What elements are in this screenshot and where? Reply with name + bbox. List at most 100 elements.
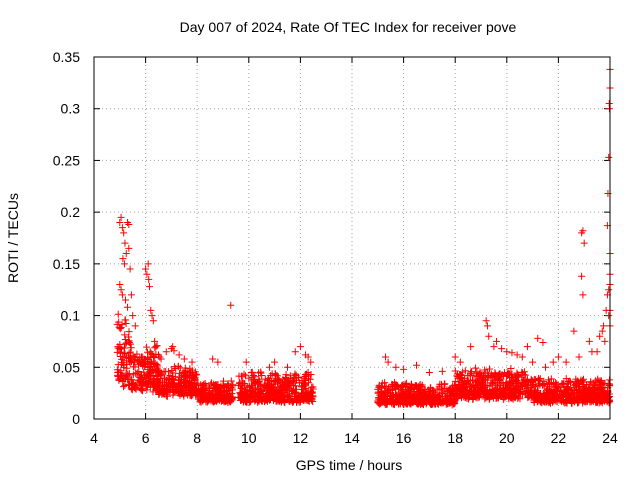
data-point xyxy=(601,337,609,345)
data-point xyxy=(411,381,419,389)
data-point xyxy=(265,394,273,402)
data-point xyxy=(213,386,221,394)
data-point xyxy=(119,255,127,263)
data-point xyxy=(572,380,580,388)
data-point xyxy=(585,337,593,345)
data-point xyxy=(535,376,543,384)
data-point xyxy=(157,355,165,363)
data-point xyxy=(166,386,174,394)
data-point xyxy=(605,390,613,398)
data-point xyxy=(140,368,148,376)
data-point xyxy=(597,388,605,396)
data-point xyxy=(146,372,154,380)
data-point xyxy=(150,352,158,360)
data-point xyxy=(126,265,134,273)
data-point xyxy=(409,392,417,400)
data-point xyxy=(145,275,153,283)
data-point xyxy=(481,368,489,376)
data-point xyxy=(571,387,579,395)
data-point xyxy=(483,381,491,389)
data-point xyxy=(143,270,151,278)
data-point xyxy=(263,376,271,384)
data-point xyxy=(126,340,134,348)
data-point xyxy=(164,376,172,384)
data-point xyxy=(550,388,558,396)
data-point xyxy=(458,392,466,400)
data-point xyxy=(472,383,480,391)
data-point xyxy=(492,337,500,345)
data-point xyxy=(579,227,587,235)
data-point xyxy=(485,332,493,340)
data-point xyxy=(402,379,410,387)
x-tick-label: 22 xyxy=(551,430,567,446)
data-point xyxy=(605,286,613,294)
data-point xyxy=(125,328,133,336)
data-point xyxy=(439,386,447,394)
data-point xyxy=(398,386,406,394)
data-point xyxy=(296,395,304,403)
data-point xyxy=(499,393,507,401)
data-point xyxy=(131,353,139,361)
data-point xyxy=(579,291,587,299)
data-point xyxy=(254,398,262,406)
data-point xyxy=(575,384,583,392)
data-point xyxy=(119,352,127,360)
data-point xyxy=(285,395,293,403)
data-point xyxy=(456,358,464,366)
data-point xyxy=(127,344,135,352)
data-point xyxy=(515,393,523,401)
data-point xyxy=(509,374,517,382)
data-point xyxy=(414,383,422,391)
data-points xyxy=(113,65,614,409)
data-point xyxy=(186,392,194,400)
data-point xyxy=(134,376,142,384)
data-point xyxy=(240,394,248,402)
data-point xyxy=(126,359,134,367)
data-point xyxy=(166,372,174,380)
data-point xyxy=(501,389,509,397)
data-point xyxy=(523,343,531,351)
data-point xyxy=(278,385,286,393)
data-point xyxy=(578,393,586,401)
data-point xyxy=(547,375,555,383)
data-point xyxy=(598,381,606,389)
data-point xyxy=(529,358,537,366)
data-point xyxy=(420,391,428,399)
data-point xyxy=(549,358,557,366)
data-point xyxy=(156,378,164,386)
data-point xyxy=(582,397,590,405)
data-point xyxy=(116,343,124,351)
data-point xyxy=(149,317,157,325)
data-point xyxy=(172,387,180,395)
data-point xyxy=(196,396,204,404)
data-point xyxy=(149,388,157,396)
data-point xyxy=(397,393,405,401)
data-point xyxy=(406,391,414,399)
data-point xyxy=(533,388,541,396)
data-point xyxy=(115,323,123,331)
grid-lines xyxy=(94,57,610,419)
data-point xyxy=(155,367,163,375)
data-point xyxy=(214,394,222,402)
data-point xyxy=(387,389,395,397)
y-tick-label: 0 xyxy=(72,411,80,427)
data-point xyxy=(593,348,601,356)
data-point xyxy=(259,386,267,394)
data-point xyxy=(539,338,547,346)
data-point xyxy=(279,379,287,387)
data-point xyxy=(115,318,123,326)
data-point xyxy=(451,367,459,375)
data-point xyxy=(441,380,449,388)
data-point xyxy=(199,390,207,398)
data-point xyxy=(254,380,262,388)
data-point xyxy=(142,378,150,386)
data-point xyxy=(407,384,415,392)
x-tick-label: 12 xyxy=(293,430,309,446)
data-point xyxy=(382,353,390,361)
data-point xyxy=(479,385,487,393)
data-point xyxy=(258,372,266,380)
data-point xyxy=(176,380,184,388)
x-tick-label: 24 xyxy=(602,430,618,446)
data-point xyxy=(488,385,496,393)
data-point xyxy=(223,392,231,400)
